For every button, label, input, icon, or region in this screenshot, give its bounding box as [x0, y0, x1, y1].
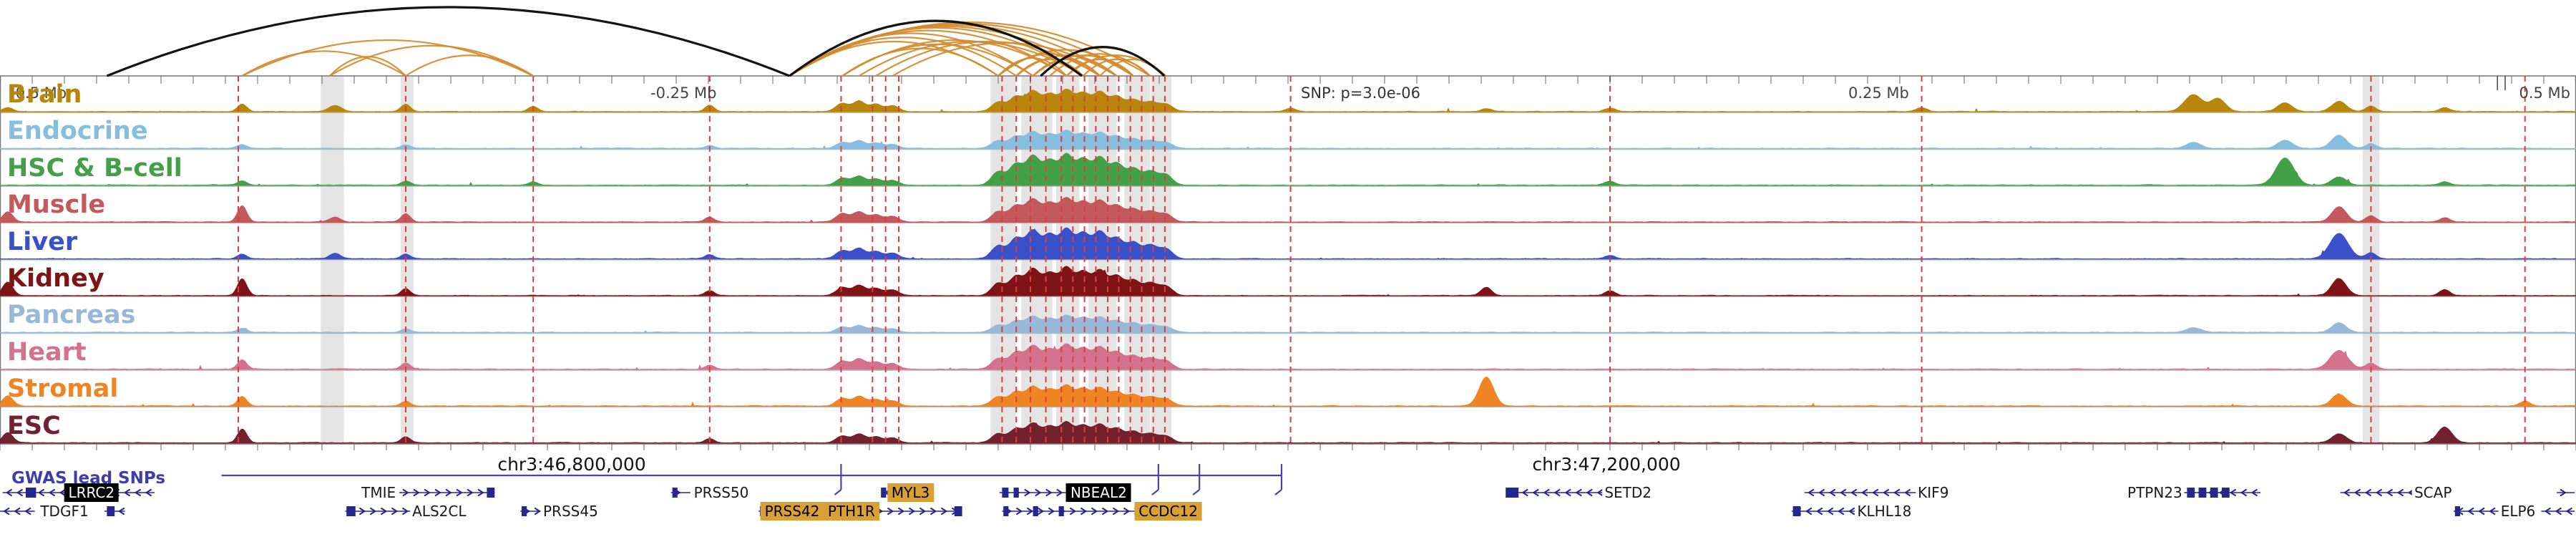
track-label-pancreas[interactable]: Pancreas	[7, 301, 136, 330]
interaction-arc	[789, 21, 1151, 77]
gene-exon	[1792, 506, 1801, 516]
gene-exon	[522, 506, 527, 516]
gene-exon	[346, 506, 356, 516]
gene-exon	[2454, 506, 2460, 516]
signal-track-muscle	[0, 197, 2576, 223]
ruler-label-plus-05mb: 0.5 Mb	[2519, 84, 2570, 102]
interaction-arcs	[106, 6, 1166, 77]
track-label-esc[interactable]: ESC	[7, 411, 61, 440]
signal-track-stromal	[0, 377, 2576, 407]
signal-track-liver	[0, 227, 2576, 260]
gene-exon	[2222, 488, 2230, 498]
track-label-liver[interactable]: Liver	[7, 227, 78, 256]
ruler-label-plus-025mb: 0.25 Mb	[1848, 84, 1909, 102]
signal-track-heart	[0, 343, 2576, 370]
signal-tracks	[0, 88, 2576, 444]
gene-exon	[1506, 488, 1519, 498]
interaction-arc	[892, 42, 1118, 77]
track-label-stromal[interactable]: Stromal	[7, 374, 119, 404]
interaction-arc	[1083, 59, 1151, 77]
gene-label-nbeal2[interactable]: NBEAL2	[1065, 483, 1131, 502]
gene-exon	[954, 506, 962, 516]
interaction-arc	[789, 19, 1083, 77]
gene-exon	[107, 506, 115, 516]
gene-label-scap[interactable]: SCAP	[2411, 485, 2454, 500]
signal-track-kidney	[0, 266, 2576, 296]
interaction-arc	[106, 6, 790, 77]
signal-track-pancreas	[0, 314, 2576, 334]
signal-track-hsc-b-cell	[0, 153, 2576, 186]
signal-track-endocrine	[0, 130, 2576, 150]
gene-exon	[1058, 506, 1064, 516]
ruler-label-minus-025mb: -0.25 Mb	[650, 84, 717, 102]
track-grid	[0, 75, 2576, 445]
signal-track-esc	[0, 420, 2576, 444]
interaction-arc	[1015, 54, 1118, 77]
gene-label-als2cl[interactable]: ALS2CL	[410, 503, 469, 519]
interaction-arc	[1040, 46, 1166, 77]
interaction-arc	[241, 39, 534, 77]
track-label-kidney[interactable]: Kidney	[7, 264, 104, 293]
gene-label-klhl18[interactable]: KLHL18	[1855, 503, 1914, 519]
gene-label-setd2[interactable]: SETD2	[1602, 485, 1654, 500]
interaction-arc	[241, 50, 406, 77]
coordinate-label-right: chr3:47,200,000	[1532, 454, 1681, 475]
gene-exon	[2210, 488, 2218, 498]
track-label-hsc-bcell[interactable]: HSC & B-cell	[7, 153, 182, 183]
gene-exon	[2198, 488, 2207, 498]
gene-label-ptpn23[interactable]: PTPN23	[2125, 485, 2185, 500]
gene-exon	[1002, 488, 1009, 498]
gene-label-pth1r[interactable]: PTH1R	[823, 502, 879, 521]
track-label-muscle[interactable]: Muscle	[7, 190, 106, 220]
gene-exon	[2187, 488, 2195, 498]
gene-label-tdgf1[interactable]: TDGF1	[38, 503, 91, 519]
snp-dashed-lines	[238, 76, 2526, 444]
ruler-ticks	[0, 76, 2576, 450]
interaction-arc	[841, 39, 1067, 77]
interaction-arc	[1032, 54, 1134, 77]
gene-exon	[881, 488, 887, 498]
gene-exon	[26, 488, 36, 498]
ruler-label-minus-05mb: -0.5 Mb	[10, 84, 67, 102]
gene-exon	[1003, 506, 1009, 516]
gene-exon	[487, 488, 495, 498]
track-label-endocrine[interactable]: Endocrine	[7, 117, 148, 146]
lead-snp-pvalue-label: SNP: p=3.0e-06	[1301, 84, 1420, 102]
gene-label-prss50[interactable]: PRSS50	[691, 485, 751, 500]
interaction-arc	[329, 56, 406, 77]
gene-exon	[1013, 488, 1019, 498]
coordinate-label-left: chr3:46,800,000	[497, 454, 646, 475]
gwas-snp-track	[221, 464, 1283, 495]
gene-label-ccdc12[interactable]: CCDC12	[1134, 502, 1202, 521]
gene-label-elp6[interactable]: ELP6	[2498, 503, 2538, 519]
gene-label-prss45[interactable]: PRSS45	[540, 503, 600, 519]
gene-label-tmie[interactable]: TMIE	[359, 485, 399, 500]
interaction-arc	[405, 54, 534, 77]
signal-track-brain	[0, 88, 2576, 112]
gene-exon	[672, 488, 678, 498]
gene-label-prss42[interactable]: PRSS42	[760, 502, 824, 521]
gene-label-myl3[interactable]: MYL3	[887, 483, 935, 502]
track-label-brain[interactable]: Brain	[7, 80, 82, 109]
gene-exon	[1033, 506, 1038, 516]
gene-label-kif9[interactable]: KIF9	[1916, 485, 1951, 500]
track-label-heart[interactable]: Heart	[7, 337, 87, 367]
gene-label-lrrc2[interactable]: LRRC2	[64, 483, 119, 502]
